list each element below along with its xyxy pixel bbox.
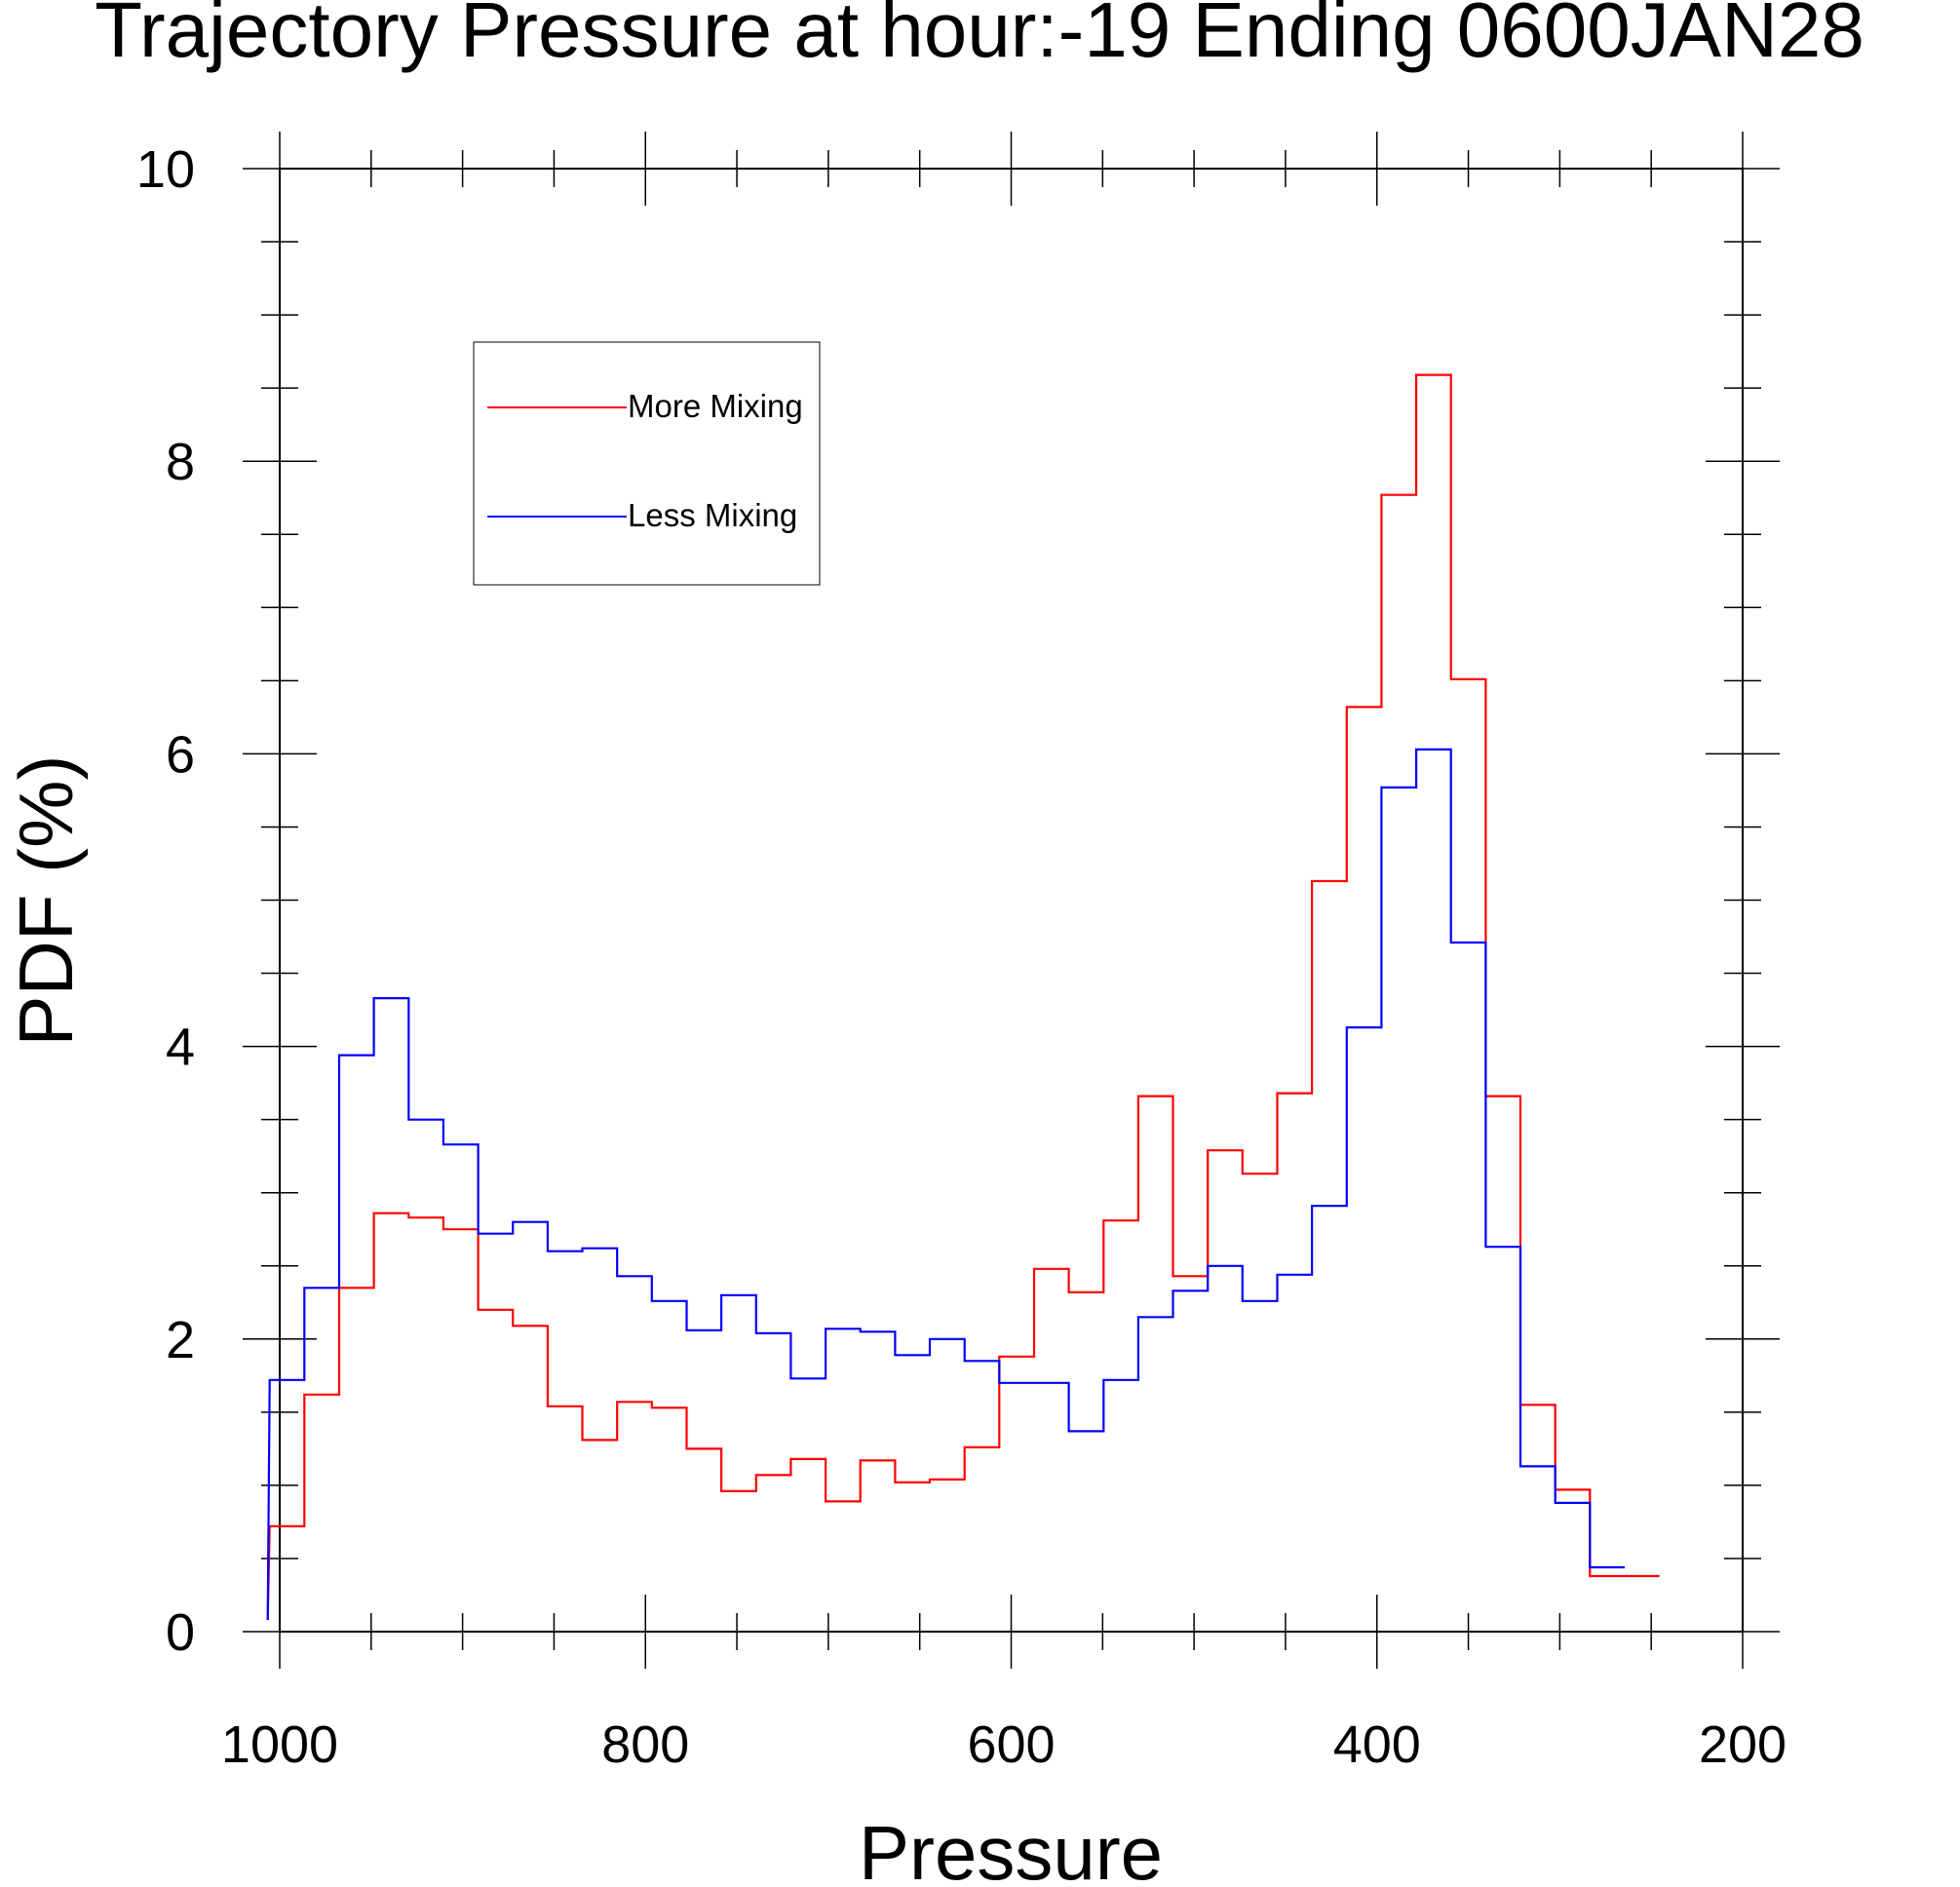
y-tick-label: 10 (136, 140, 195, 199)
legend: More Mixing Less Mixing (473, 341, 821, 586)
chart-title: Trajectory Pressure at hour:-19 Ending 0… (95, 0, 1864, 73)
x-tick-label: 600 (967, 1715, 1055, 1774)
tick-marks (243, 132, 1780, 1669)
series-lines (266, 373, 1660, 1621)
legend-box (473, 341, 821, 586)
x-tick-label: 400 (1333, 1715, 1421, 1774)
legend-label-less-mixing: Less Mixing (628, 497, 797, 533)
x-tick-label: 1000 (221, 1715, 338, 1774)
tick-labels: 1000 800 600 400 200 0 2 4 6 8 10 (136, 140, 1787, 1774)
y-tick-label: 4 (166, 1019, 195, 1077)
legend-label-more-mixing: More Mixing (628, 388, 803, 424)
y-axis-label: PDF (%) (3, 755, 89, 1047)
x-tick-label: 800 (601, 1715, 689, 1774)
x-tick-label: 200 (1699, 1715, 1787, 1774)
y-tick-label: 6 (166, 725, 195, 784)
x-axis-label: Pressure (859, 1810, 1163, 1887)
y-tick-label: 2 (166, 1311, 195, 1369)
series-line-more-mixing (266, 373, 1660, 1621)
series-line-less-mixing (266, 748, 1625, 1621)
y-tick-label: 8 (166, 433, 195, 491)
y-tick-label: 0 (166, 1603, 195, 1662)
